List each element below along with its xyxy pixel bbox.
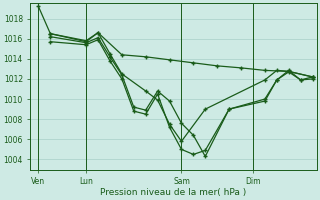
X-axis label: Pression niveau de la mer( hPa ): Pression niveau de la mer( hPa ): [100, 188, 247, 197]
